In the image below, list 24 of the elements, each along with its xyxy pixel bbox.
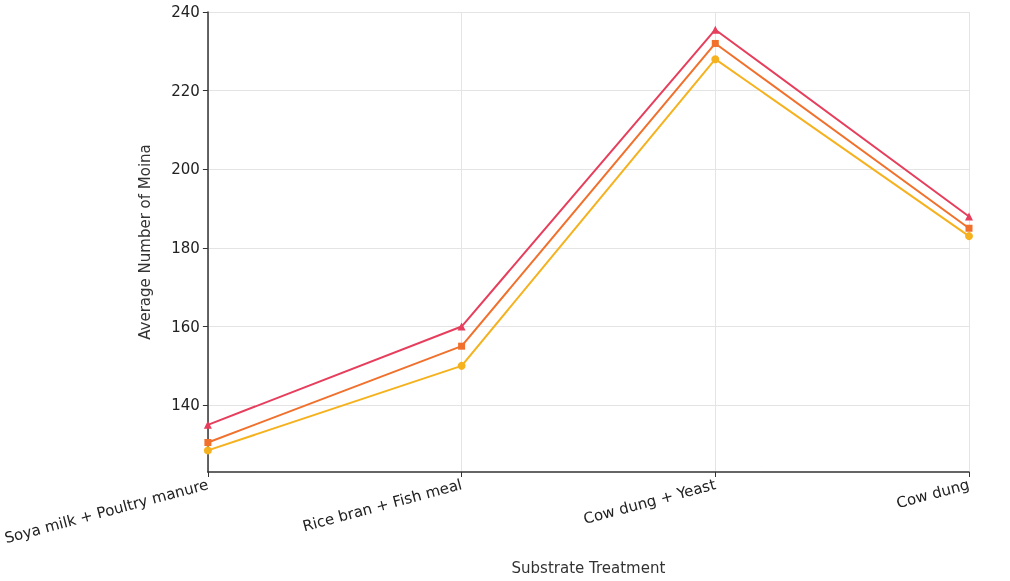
point (711, 55, 720, 64)
y-tick-label: 240 (171, 3, 200, 21)
y-tick-label: 140 (171, 396, 200, 415)
x-tick-label: Soya milk + Poultry manure (2, 475, 211, 548)
point (711, 25, 720, 34)
x-tick-label: Cow dung + Yeast (581, 475, 718, 528)
x-axis-title: Substrate Treatment (511, 558, 666, 577)
point (457, 361, 466, 370)
point (203, 420, 212, 429)
point (203, 446, 212, 455)
x-tick-label: Rice bran + Fish meal (300, 475, 464, 536)
point (965, 224, 973, 232)
y-tick-label: 200 (171, 160, 200, 179)
point (965, 232, 973, 241)
y-tick-label: 160 (171, 317, 200, 336)
y-axis-title: Average Number of Moina (136, 144, 155, 340)
point (458, 342, 466, 350)
point (965, 212, 973, 221)
y-tick-label: 180 (171, 238, 200, 257)
x-tick-label: Cow dung (894, 475, 972, 513)
point (457, 322, 466, 331)
point (204, 439, 212, 447)
point (711, 39, 719, 47)
y-tick-label: 220 (171, 81, 200, 100)
